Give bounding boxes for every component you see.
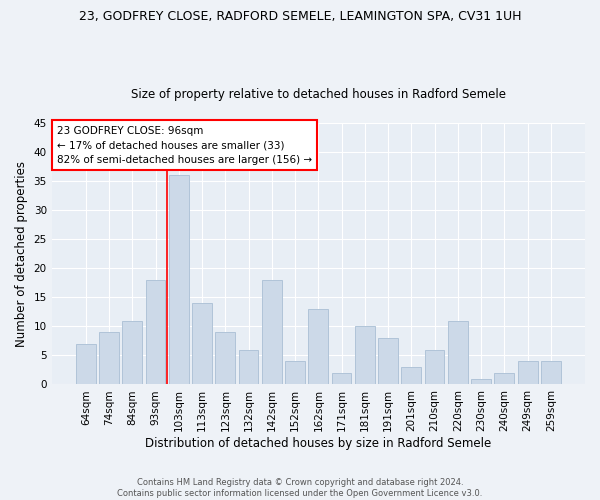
Text: 23 GODFREY CLOSE: 96sqm
← 17% of detached houses are smaller (33)
82% of semi-de: 23 GODFREY CLOSE: 96sqm ← 17% of detache… xyxy=(57,126,312,165)
Bar xyxy=(541,361,561,384)
Bar xyxy=(401,367,421,384)
Title: Size of property relative to detached houses in Radford Semele: Size of property relative to detached ho… xyxy=(131,88,506,101)
Bar xyxy=(425,350,445,384)
Bar xyxy=(76,344,95,385)
Bar xyxy=(378,338,398,384)
Text: Contains HM Land Registry data © Crown copyright and database right 2024.
Contai: Contains HM Land Registry data © Crown c… xyxy=(118,478,482,498)
Bar xyxy=(308,309,328,384)
Bar xyxy=(169,176,188,384)
Text: 23, GODFREY CLOSE, RADFORD SEMELE, LEAMINGTON SPA, CV31 1UH: 23, GODFREY CLOSE, RADFORD SEMELE, LEAMI… xyxy=(79,10,521,23)
Bar xyxy=(332,373,352,384)
Bar xyxy=(262,280,282,384)
Bar xyxy=(146,280,166,384)
Bar xyxy=(494,373,514,384)
X-axis label: Distribution of detached houses by size in Radford Semele: Distribution of detached houses by size … xyxy=(145,437,491,450)
Y-axis label: Number of detached properties: Number of detached properties xyxy=(15,160,28,346)
Bar xyxy=(215,332,235,384)
Bar xyxy=(471,378,491,384)
Bar xyxy=(192,303,212,384)
Bar xyxy=(122,320,142,384)
Bar xyxy=(518,361,538,384)
Bar xyxy=(355,326,375,384)
Bar xyxy=(448,320,468,384)
Bar xyxy=(239,350,259,384)
Bar xyxy=(285,361,305,384)
Bar xyxy=(99,332,119,384)
